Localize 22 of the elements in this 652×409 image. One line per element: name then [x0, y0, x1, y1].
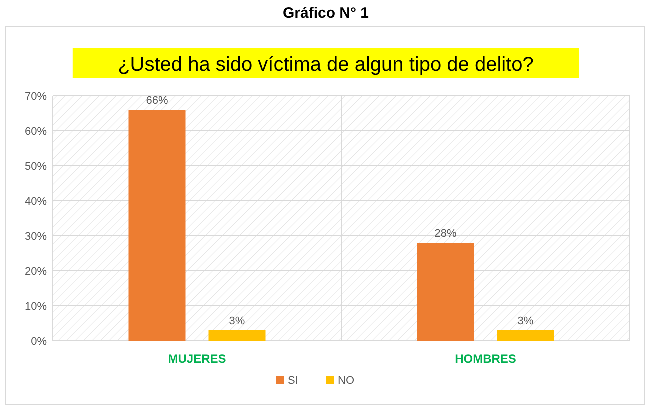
y-tick-label: 30%: [24, 231, 48, 243]
data-label: 66%: [146, 95, 168, 107]
bar: [497, 330, 554, 341]
data-label: 3%: [229, 316, 246, 328]
y-tick-label: 70%: [24, 91, 48, 103]
x-tick-label: HOMBRES: [455, 352, 516, 366]
bar: [208, 330, 266, 341]
bar: [417, 243, 474, 341]
data-label: 28%: [434, 228, 457, 240]
data-label: 3%: [518, 316, 534, 328]
chart-title: Gráfico N° 1: [282, 5, 370, 22]
y-tick-label: 40%: [24, 196, 48, 208]
legend-label: NO: [338, 375, 355, 387]
y-tick-label: 0%: [31, 336, 48, 348]
y-tick-label: 20%: [24, 266, 48, 278]
y-tick-label: 10%: [24, 301, 48, 313]
chart-subtitle: ¿Usted ha sido víctima de algun tipo de delito?: [118, 54, 534, 76]
bar: [128, 110, 186, 341]
y-tick-label: 50%: [24, 161, 48, 173]
legend-label: SI: [288, 375, 298, 387]
y-tick-label: 60%: [24, 126, 48, 138]
x-tick-label: MUJERES: [168, 352, 226, 366]
